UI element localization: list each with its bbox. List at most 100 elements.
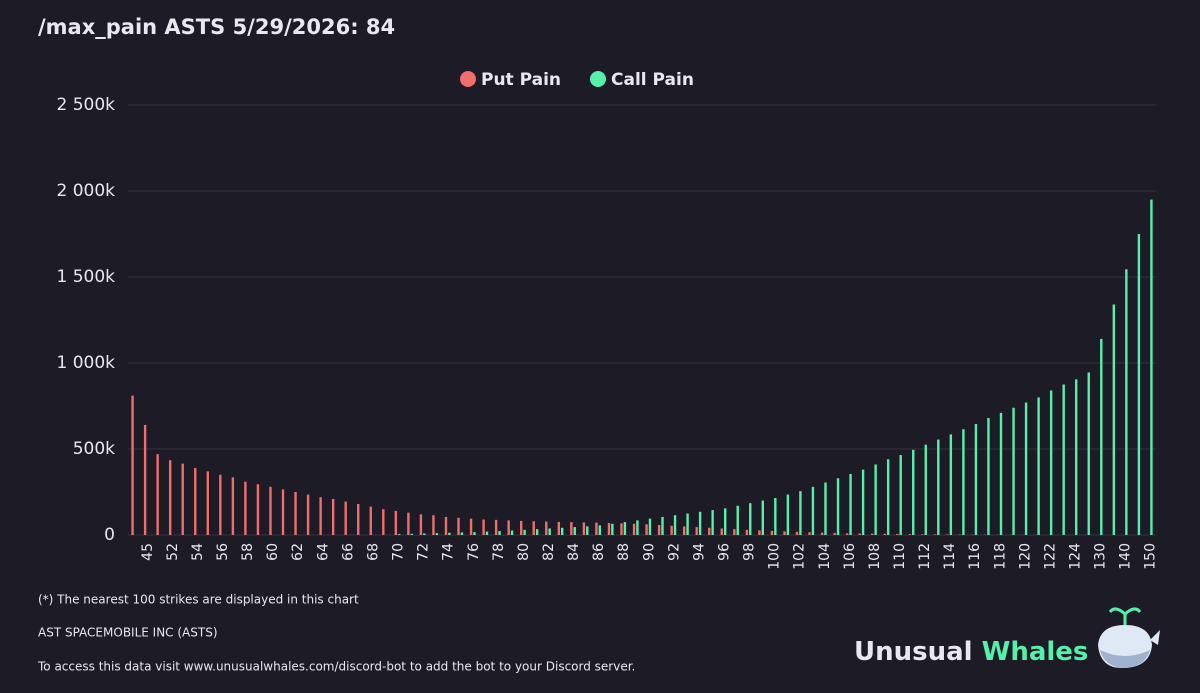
bar <box>485 531 489 535</box>
y-tick-label: 1 000k <box>56 353 115 373</box>
legend-label: Call Pain <box>611 70 694 90</box>
y-tick-label: 1 500k <box>56 267 115 287</box>
bar <box>520 520 523 535</box>
y-tick-label: 2 000k <box>56 181 115 201</box>
bar <box>1125 269 1128 535</box>
x-tick-label: 108 <box>867 543 883 570</box>
bar <box>244 481 247 535</box>
bar <box>682 526 686 535</box>
bar <box>632 523 636 535</box>
whale-icon <box>1098 607 1160 668</box>
x-tick-label: 68 <box>365 543 381 561</box>
x-tick-label: 110 <box>892 543 908 570</box>
bar <box>1075 379 1078 535</box>
bar <box>557 521 561 535</box>
legend-marker <box>460 71 476 87</box>
x-tick-label: 114 <box>942 543 958 570</box>
bar <box>143 424 147 535</box>
bar <box>1150 199 1153 535</box>
bar <box>419 514 423 535</box>
bar <box>824 482 827 535</box>
bar <box>623 522 627 535</box>
bar <box>962 429 965 535</box>
bar <box>507 520 510 535</box>
x-tick-label: 120 <box>1017 543 1033 570</box>
bar <box>382 509 385 535</box>
bar <box>949 434 953 535</box>
bar <box>194 467 197 535</box>
bar <box>836 478 840 535</box>
bar <box>733 529 736 535</box>
bar <box>999 412 1003 535</box>
x-tick-label: 60 <box>265 543 281 561</box>
x-tick-label: 80 <box>516 543 532 561</box>
bar <box>808 532 811 535</box>
bar <box>698 511 702 535</box>
bar <box>1037 397 1040 535</box>
bar <box>711 510 714 535</box>
bar <box>498 531 501 535</box>
bar <box>645 524 648 535</box>
y-tick-label: 0 <box>104 525 115 545</box>
bar <box>435 533 439 535</box>
bar <box>946 534 949 535</box>
bar <box>786 494 790 535</box>
bar <box>269 486 272 535</box>
bar <box>181 463 184 535</box>
x-tick-label: 74 <box>441 543 457 561</box>
bar <box>695 527 698 535</box>
bar <box>219 474 222 535</box>
bar <box>833 532 836 535</box>
bar <box>657 525 661 535</box>
bar <box>874 464 877 535</box>
bar <box>344 501 347 535</box>
bar <box>570 522 573 535</box>
x-tick-label: 96 <box>716 543 732 561</box>
bar <box>1012 407 1015 535</box>
bar <box>849 473 852 535</box>
x-tick-label: 104 <box>817 543 833 570</box>
x-tick-label: 116 <box>967 543 983 570</box>
bar <box>573 527 576 535</box>
bar <box>1137 234 1141 535</box>
x-tick-label: 56 <box>215 543 231 561</box>
bar <box>532 521 535 535</box>
x-tick-label: 102 <box>792 543 808 570</box>
bar <box>723 508 727 535</box>
x-tick-label: 90 <box>641 543 657 561</box>
bar <box>545 521 548 535</box>
bar <box>206 471 209 535</box>
bar <box>1062 384 1065 535</box>
bar <box>758 530 761 535</box>
bar <box>1112 304 1116 535</box>
bar <box>636 520 639 535</box>
bar <box>457 517 460 535</box>
x-tick-label: 58 <box>240 543 256 561</box>
bar <box>444 516 448 535</box>
bar <box>473 532 476 535</box>
bar <box>482 519 485 535</box>
bar <box>281 489 285 535</box>
x-tick-label: 45 <box>140 543 156 561</box>
bar <box>398 534 401 535</box>
bar <box>858 533 861 535</box>
access-note: To access this data visit www.unusualwha… <box>37 660 635 674</box>
bar <box>231 477 235 535</box>
bar <box>357 504 360 535</box>
x-tick-label: 78 <box>491 543 507 561</box>
bar <box>886 459 890 535</box>
bar <box>548 528 551 535</box>
x-tick-label: 86 <box>591 543 607 561</box>
bar <box>256 484 260 535</box>
bar <box>670 525 673 535</box>
bar <box>331 498 335 535</box>
bar <box>1100 338 1103 535</box>
bar <box>661 516 664 535</box>
bar <box>595 522 598 535</box>
x-tick-label: 122 <box>1042 543 1058 570</box>
bar <box>820 532 824 535</box>
bar <box>620 523 623 535</box>
x-tick-label: 140 <box>1118 543 1134 570</box>
bar <box>423 533 426 535</box>
